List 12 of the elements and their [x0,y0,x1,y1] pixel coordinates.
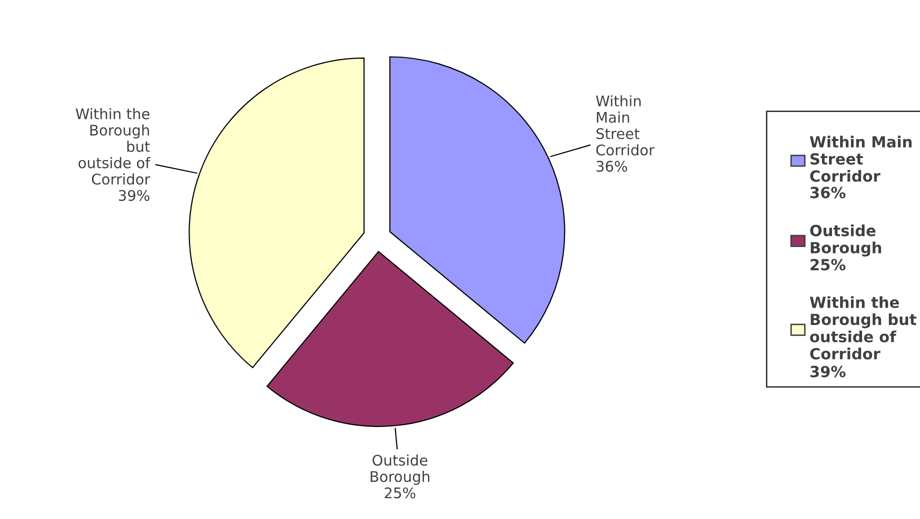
slice-label: Within the Borough but outside of Corridor [76,108,150,185]
legend-label: Outside Borough [810,224,882,257]
text: 36% [810,186,846,198]
data-label: 39% [118,190,150,201]
data-label: 36% [596,160,628,172]
legend-label: Within Main Street Corridor [810,136,912,182]
text: 25% [810,258,846,270]
text: 39% [810,366,846,378]
legend-label: Within the Borough but outside of Corridor [810,296,916,360]
slice-label: Within Main Street Corridor [596,95,655,156]
data-label: 25% [384,487,416,498]
slice-label: Outside Borough [370,454,430,485]
